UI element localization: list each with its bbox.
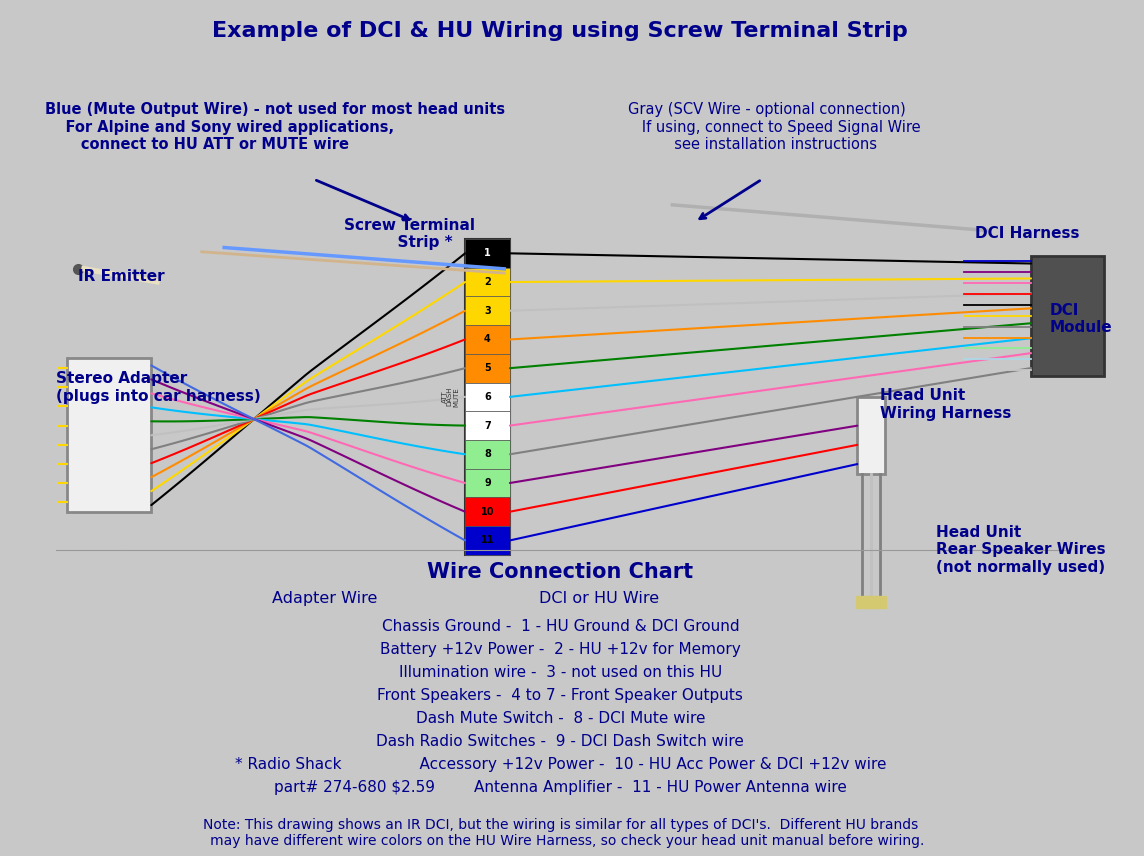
Text: 11: 11 (480, 535, 494, 545)
Text: 1: 1 (484, 248, 491, 259)
Text: 2: 2 (484, 277, 491, 287)
Text: DCI or HU Wire: DCI or HU Wire (540, 591, 660, 605)
Text: * Radio Shack                Accessory +12v Power -  10 - HU Acc Power & DCI +12: * Radio Shack Accessory +12v Power - 10 … (235, 757, 887, 772)
Text: part# 274-680 $2.59        Antenna Amplifier -  11 - HU Power Antenna wire: part# 274-680 $2.59 Antenna Amplifier - … (273, 780, 847, 795)
Text: Chassis Ground -  1 - HU Ground & DCI Ground: Chassis Ground - 1 - HU Ground & DCI Gro… (381, 619, 739, 633)
Bar (466, 325, 510, 354)
Text: DASH
MUTE: DASH MUTE (446, 387, 460, 407)
Text: 3: 3 (484, 306, 491, 316)
Text: Adapter Wire: Adapter Wire (272, 591, 378, 605)
Text: Head Unit
Rear Speaker Wires
(not normally used): Head Unit Rear Speaker Wires (not normal… (936, 525, 1105, 574)
Text: IR Emitter: IR Emitter (79, 269, 165, 284)
Bar (466, 268, 510, 296)
Bar (466, 296, 510, 325)
Text: 7: 7 (484, 420, 491, 431)
Bar (67, 359, 151, 512)
Text: 9: 9 (484, 478, 491, 488)
Text: Dash Radio Switches -  9 - DCI Dash Switch wire: Dash Radio Switches - 9 - DCI Dash Switc… (376, 734, 745, 749)
Text: DCI
Module: DCI Module (1050, 303, 1113, 336)
Bar (466, 354, 510, 383)
Text: Gray (SCV Wire - optional connection)
   If using, connect to Speed Signal Wire
: Gray (SCV Wire - optional connection) If… (628, 103, 920, 152)
Text: Battery +12v Power -  2 - HU +12v for Memory: Battery +12v Power - 2 - HU +12v for Mem… (380, 642, 740, 657)
Text: Illumination wire -  3 - not used on this HU: Illumination wire - 3 - not used on this… (399, 665, 722, 680)
Bar (466, 526, 510, 555)
Text: ATT: ATT (443, 390, 448, 403)
Bar (466, 440, 510, 468)
Text: DCI Harness: DCI Harness (975, 226, 1080, 241)
Text: 5: 5 (484, 363, 491, 373)
Text: Front Speakers -  4 to 7 - Front Speaker Outputs: Front Speakers - 4 to 7 - Front Speaker … (378, 688, 744, 703)
Text: Wire Connection Chart: Wire Connection Chart (427, 562, 693, 581)
Text: Example of DCI & HU Wiring using Screw Terminal Strip: Example of DCI & HU Wiring using Screw T… (213, 21, 908, 41)
Bar (466, 411, 510, 440)
Text: Stereo Adapter
(plugs into car harness): Stereo Adapter (plugs into car harness) (56, 372, 261, 404)
Text: 10: 10 (480, 507, 494, 517)
Bar (466, 468, 510, 497)
Bar (466, 239, 510, 268)
Text: Note: This drawing shows an IR DCI, but the wiring is similar for all types of D: Note: This drawing shows an IR DCI, but … (197, 817, 924, 847)
Bar (1031, 256, 1104, 376)
Text: 6: 6 (484, 392, 491, 401)
Text: 8: 8 (484, 449, 491, 460)
Text: Blue (Mute Output Wire) - not used for most head units
    For Alpine and Sony w: Blue (Mute Output Wire) - not used for m… (45, 103, 505, 152)
Bar (857, 397, 885, 473)
Text: Head Unit
Wiring Harness: Head Unit Wiring Harness (880, 389, 1011, 421)
Text: Screw Terminal
      Strip *: Screw Terminal Strip * (343, 217, 475, 250)
Bar (466, 383, 510, 411)
Text: Dash Mute Switch -  8 - DCI Mute wire: Dash Mute Switch - 8 - DCI Mute wire (415, 711, 705, 726)
Bar (466, 239, 510, 555)
Text: 4: 4 (484, 335, 491, 344)
Bar (466, 497, 510, 526)
